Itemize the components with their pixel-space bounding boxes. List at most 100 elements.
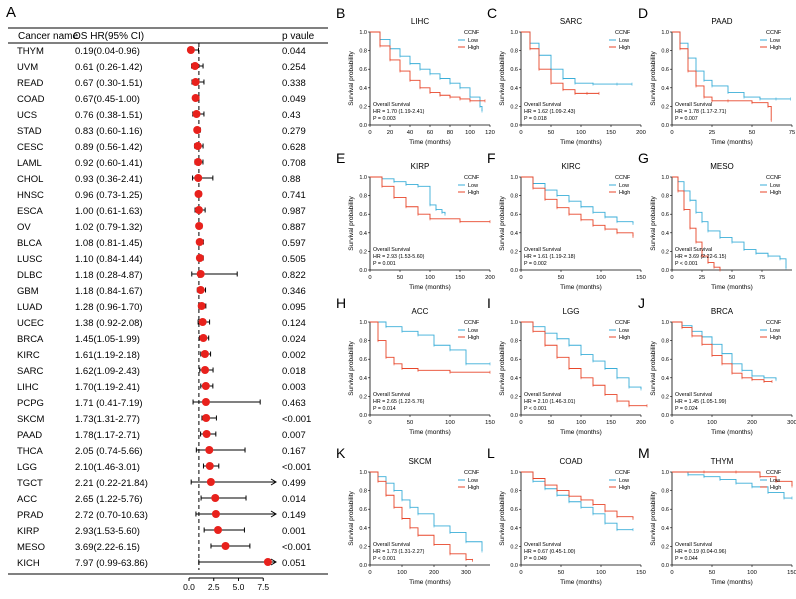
- km-y-tick-label: 0.8: [359, 489, 367, 495]
- km-legend-low: Low: [619, 183, 629, 189]
- row-cancer-name: ACC: [17, 494, 37, 505]
- row-cancer-name: LAML: [17, 158, 42, 169]
- km-curve-high: [521, 31, 599, 94]
- row-p-value: 0.887: [282, 222, 306, 233]
- row-p-value: 0.463: [282, 398, 306, 409]
- row-p-value: 0.049: [282, 94, 306, 105]
- hr-point: [200, 350, 209, 358]
- hr-point: [198, 318, 207, 326]
- row-hr-ci: 1.78(1.17-2.71): [75, 430, 140, 441]
- km-hr-text: HR = 1.45 (1.05-1.99): [675, 399, 727, 405]
- km-title: KIRP: [411, 162, 430, 171]
- row-p-value: 0.002: [282, 350, 306, 361]
- km-y-tick-label: 0.2: [359, 394, 367, 400]
- km-curve-low: [370, 176, 446, 215]
- row-p-value: 0.346: [282, 286, 306, 297]
- km-x-tick-label: 40: [407, 130, 413, 136]
- row-cancer-name: HNSC: [17, 190, 44, 201]
- km-legend-title: CCNF: [615, 175, 631, 181]
- km-legend-high: High: [619, 190, 630, 196]
- hr-point: [194, 158, 203, 166]
- km-y-tick-label: 0.0: [661, 563, 669, 569]
- hr-point: [202, 430, 211, 438]
- row-hr-ci: 0.67 (0.30-1.51): [75, 78, 143, 89]
- km-p-text: P = 0.007: [675, 116, 698, 122]
- km-y-axis-label: Survival probability: [650, 340, 657, 395]
- hr-point: [202, 414, 211, 422]
- row-hr-ci: 0.76 (0.38-1.51): [75, 110, 143, 121]
- row-p-value: 0.597: [282, 238, 306, 249]
- panel-label-l: L: [487, 445, 495, 461]
- km-legend-title: CCNF: [615, 30, 631, 36]
- row-hr-ci: 1.62(1.09-2.43): [75, 366, 140, 377]
- row-hr-ci: 1.45(1.05-1.99): [75, 334, 140, 345]
- km-y-tick-label: 0.8: [359, 49, 367, 55]
- row-hr-ci: 1.10 (0.84-1.44): [75, 254, 143, 265]
- hr-point: [191, 62, 200, 70]
- km-x-axis-label: Time (months): [560, 429, 602, 436]
- km-y-axis-label: Survival probability: [348, 490, 355, 545]
- row-cancer-name: KICH: [17, 558, 40, 569]
- row-cancer-name: UCEC: [17, 318, 44, 329]
- km-x-tick-label: 100: [747, 570, 757, 576]
- km-y-tick-label: 0.4: [661, 376, 669, 382]
- row-p-value: 0.254: [282, 62, 306, 73]
- km-x-tick-label: 25: [699, 275, 705, 281]
- row-p-value: 0.505: [282, 254, 306, 265]
- hr-point: [191, 94, 200, 102]
- km-legend-low: Low: [770, 328, 780, 334]
- hr-point: [191, 78, 200, 86]
- km-x-tick-label: 100: [425, 275, 435, 281]
- km-legend-high: High: [770, 45, 781, 51]
- km-legend-title: CCNF: [766, 470, 782, 476]
- km-hr-text: HR = 2.65 (1.22-5.76): [373, 399, 425, 405]
- hr-point: [193, 142, 202, 150]
- km-y-tick-label: 0.8: [661, 339, 669, 345]
- km-legend-title: CCNF: [464, 30, 480, 36]
- panel-label-b: B: [336, 5, 345, 21]
- km-curve-low: [672, 471, 792, 499]
- km-hr-text: HR = 1.73 (1.31-2.27): [373, 549, 425, 555]
- row-hr-ci: 0.93 (0.36-2.41): [75, 174, 143, 185]
- km-y-tick-label: 0.8: [661, 489, 669, 495]
- km-p-text: P = 0.003: [373, 116, 396, 122]
- km-overall-survival: Overall Survival: [524, 542, 561, 548]
- km-curve-low: [521, 471, 633, 531]
- km-curve-high: [370, 176, 490, 223]
- row-hr-ci: 2.72 (0.70-10.63): [75, 510, 148, 521]
- km-x-tick-label: 80: [447, 130, 453, 136]
- km-x-tick-label: 0: [519, 275, 522, 281]
- km-x-tick-label: 200: [747, 420, 757, 426]
- row-hr-ci: 1.71 (0.41-7.19): [75, 398, 143, 409]
- km-x-tick-label: 0: [670, 420, 673, 426]
- row-p-value: 0.741: [282, 190, 306, 201]
- km-legend-low: Low: [770, 38, 780, 44]
- km-y-tick-label: 0.2: [661, 249, 669, 255]
- km-curve-low: [370, 471, 483, 552]
- row-hr-ci: 3.69(2.22-6.15): [75, 542, 140, 553]
- row-hr-ci: 1.08 (0.81-1.45): [75, 238, 143, 249]
- km-y-tick-label: 0.2: [359, 104, 367, 110]
- row-cancer-name: DLBC: [17, 270, 42, 281]
- km-y-tick-label: 1.0: [359, 175, 367, 181]
- km-x-axis-label: Time (months): [409, 284, 451, 291]
- km-y-tick-label: 1.0: [510, 30, 518, 36]
- km-hr-text: HR = 1.70 (1.19-2.41): [373, 109, 425, 115]
- row-hr-ci: 1.73(1.31-2.77): [75, 414, 140, 425]
- km-y-tick-label: 1.0: [510, 470, 518, 476]
- km-legend-low: Low: [468, 38, 478, 44]
- km-legend-high: High: [468, 190, 479, 196]
- panel-label-a: A: [6, 4, 16, 21]
- km-x-tick-label: 75: [789, 130, 795, 136]
- row-cancer-name: UCS: [17, 110, 37, 121]
- km-x-tick-label: 50: [548, 130, 554, 136]
- km-y-tick-label: 0.4: [661, 231, 669, 237]
- km-y-axis-label: Survival probability: [348, 340, 355, 395]
- km-title: BRCA: [711, 307, 734, 316]
- km-y-tick-label: 0.0: [510, 268, 518, 274]
- hr-point: [201, 398, 210, 406]
- km-overall-survival: Overall Survival: [675, 102, 712, 108]
- km-legend-title: CCNF: [615, 470, 631, 476]
- km-x-tick-label: 0: [368, 420, 371, 426]
